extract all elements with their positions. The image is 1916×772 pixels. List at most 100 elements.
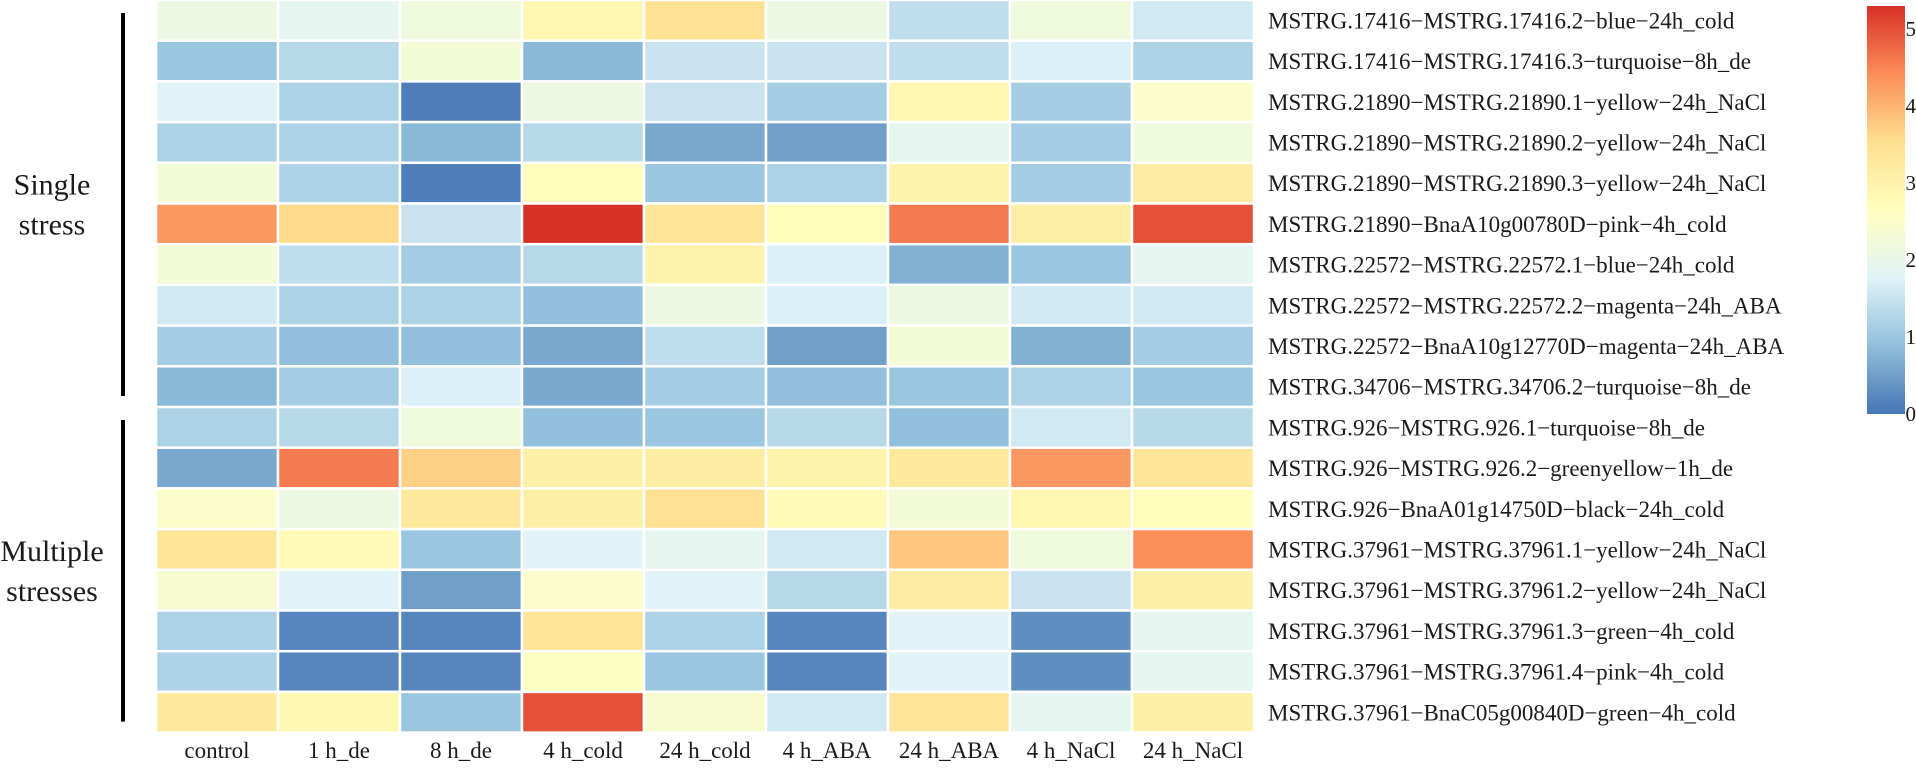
heatmap-cell bbox=[276, 324, 402, 368]
colorbar-gradient bbox=[1867, 6, 1905, 414]
heatmap-cell bbox=[520, 324, 646, 368]
heatmap-cell bbox=[276, 283, 402, 327]
heatmap-cell bbox=[1008, 609, 1134, 653]
row-label: MSTRG.22572−MSTRG.22572.2−magenta−24h_AB… bbox=[1268, 293, 1782, 318]
heatmap-cell bbox=[642, 242, 768, 287]
heatmap-cell bbox=[642, 527, 768, 572]
heatmap-cell bbox=[1130, 0, 1256, 42]
heatmap-cell bbox=[886, 283, 1012, 327]
heatmap-cell bbox=[520, 609, 646, 653]
heatmap-cell bbox=[154, 0, 280, 42]
row-label: MSTRG.37961−MSTRG.37961.3−green−4h_cold bbox=[1268, 619, 1735, 644]
heatmap-cell bbox=[154, 39, 280, 83]
heatmap-cell bbox=[520, 120, 646, 165]
heatmap-cell bbox=[398, 568, 524, 612]
heatmap-cell bbox=[764, 39, 890, 83]
heatmap-cell bbox=[520, 242, 646, 287]
heatmap-cell bbox=[886, 324, 1012, 368]
heatmap-cell bbox=[642, 568, 768, 612]
heatmap-cell bbox=[642, 690, 768, 734]
heatmap-cell bbox=[1130, 365, 1256, 409]
heatmap-cell bbox=[1008, 161, 1134, 205]
heatmap-cell bbox=[520, 690, 646, 734]
heatmap-cell bbox=[764, 324, 890, 368]
heatmap-cell bbox=[764, 0, 890, 42]
heatmap-cell bbox=[764, 365, 890, 409]
heatmap-cell bbox=[886, 405, 1012, 449]
heatmap-cell bbox=[1008, 242, 1134, 287]
heatmap-cell bbox=[642, 446, 768, 490]
heatmap-cell bbox=[398, 202, 524, 246]
heatmap-cell bbox=[1130, 446, 1256, 490]
heatmap-cell bbox=[276, 568, 402, 612]
heatmap-cell bbox=[1130, 609, 1256, 653]
row-label: MSTRG.17416−MSTRG.17416.2−blue−24h_cold bbox=[1268, 8, 1735, 33]
colorbar-tick-label: 5 bbox=[1906, 17, 1916, 41]
heatmap-cell bbox=[642, 161, 768, 205]
heatmap-cell bbox=[886, 0, 1012, 42]
heatmap-cell bbox=[886, 446, 1012, 490]
column-label: 24 h_cold bbox=[659, 738, 751, 763]
heatmap-cell bbox=[398, 365, 524, 409]
heatmap-cell bbox=[154, 80, 280, 124]
heatmap-cell bbox=[398, 405, 524, 449]
heatmap-cell bbox=[520, 202, 646, 246]
heatmap-cell bbox=[276, 39, 402, 83]
heatmap-cell bbox=[1008, 405, 1134, 449]
heatmap-cell bbox=[886, 120, 1012, 165]
heatmap-cell bbox=[520, 283, 646, 327]
heatmap-cell bbox=[398, 324, 524, 368]
heatmap-cell bbox=[276, 120, 402, 165]
group-label: Multiple bbox=[0, 535, 103, 568]
heatmap-cell bbox=[1008, 80, 1134, 124]
heatmap-cell bbox=[642, 202, 768, 246]
heatmap-cell bbox=[276, 446, 402, 490]
heatmap-cell bbox=[886, 161, 1012, 205]
heatmap-cell bbox=[1130, 283, 1256, 327]
heatmap-cell bbox=[276, 609, 402, 653]
heatmap-cell bbox=[1130, 80, 1256, 124]
heatmap-cell bbox=[642, 365, 768, 409]
heatmap-cell bbox=[764, 405, 890, 449]
heatmap-cell bbox=[764, 568, 890, 612]
row-label: MSTRG.37961−BnaC05g00840D−green−4h_cold bbox=[1268, 700, 1736, 725]
heatmap-cell bbox=[764, 609, 890, 653]
heatmap-cell bbox=[398, 283, 524, 327]
column-label: 4 h_cold bbox=[543, 738, 623, 763]
column-label: 8 h_de bbox=[430, 738, 492, 763]
heatmap-cell bbox=[520, 527, 646, 572]
heatmap-cell bbox=[886, 365, 1012, 409]
heatmap-cell bbox=[154, 649, 280, 694]
heatmap-cell bbox=[520, 161, 646, 205]
heatmap-cell bbox=[642, 80, 768, 124]
colorbar-tick-label: 1 bbox=[1906, 325, 1916, 349]
heatmap-cell bbox=[1130, 568, 1256, 612]
row-label: MSTRG.34706−MSTRG.34706.2−turquoise−8h_d… bbox=[1268, 375, 1751, 400]
heatmap-cell bbox=[154, 242, 280, 287]
heatmap-cell bbox=[276, 690, 402, 734]
heatmap-cell bbox=[1130, 690, 1256, 734]
heatmap-cell bbox=[154, 527, 280, 572]
row-label: MSTRG.21890−BnaA10g00780D−pink−4h_cold bbox=[1268, 212, 1727, 237]
heatmap-cell bbox=[886, 39, 1012, 83]
heatmap-cell bbox=[398, 446, 524, 490]
heatmap-cell bbox=[764, 283, 890, 327]
heatmap-cell bbox=[154, 324, 280, 368]
heatmap-cell bbox=[276, 0, 402, 42]
heatmap-cell bbox=[1130, 487, 1256, 531]
heatmap-cell bbox=[398, 487, 524, 531]
heatmap-cell bbox=[1008, 120, 1134, 165]
heatmap-cell bbox=[642, 324, 768, 368]
heatmap-cell bbox=[1130, 39, 1256, 83]
heatmap-cell bbox=[398, 649, 524, 694]
heatmap-cell bbox=[276, 365, 402, 409]
heatmap-cell bbox=[886, 202, 1012, 246]
row-labels: MSTRG.17416−MSTRG.17416.2−blue−24h_cold M… bbox=[1268, 8, 1785, 725]
row-label: MSTRG.37961−MSTRG.37961.1−yellow−24h_NaC… bbox=[1268, 537, 1766, 562]
row-label: MSTRG.926−MSTRG.926.2−greenyellow−1h_de bbox=[1268, 456, 1733, 481]
heatmap-cell bbox=[398, 161, 524, 205]
heatmap-cell bbox=[1008, 365, 1134, 409]
row-label: MSTRG.37961−MSTRG.37961.4−pink−4h_cold bbox=[1268, 660, 1725, 685]
heatmap-cell bbox=[886, 649, 1012, 694]
